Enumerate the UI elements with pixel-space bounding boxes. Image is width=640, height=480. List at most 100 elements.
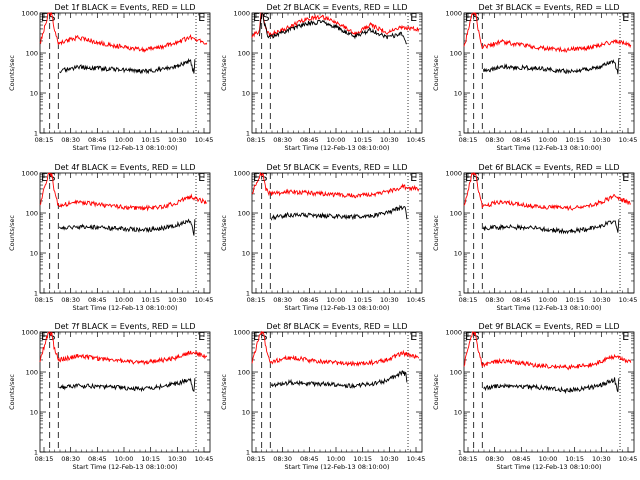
x-tick-label: 10:15 — [353, 136, 372, 144]
x-tick-label: 10:15 — [565, 136, 584, 144]
x-tick-label: 10:45 — [407, 136, 426, 144]
time-marker-label: E — [410, 11, 417, 24]
time-marker-label: E — [622, 11, 629, 24]
time-marker-label: E — [253, 171, 260, 184]
time-marker-label: E — [465, 11, 472, 24]
lld-rate-line — [251, 171, 420, 199]
x-tick-label: 10:30 — [168, 136, 187, 144]
time-marker-label: E — [622, 330, 629, 343]
y-tick-label: 10 — [454, 90, 462, 98]
x-tick-label: 08:45 — [512, 455, 531, 463]
x-tick-label: 10:00 — [327, 296, 346, 304]
x-tick-label: 08:15 — [459, 136, 478, 144]
x-tick-label: 08:30 — [61, 455, 80, 463]
x-axis-label: Start Time (12-Feb-13 08:10:00) — [73, 144, 178, 152]
x-tick-label: 08:30 — [273, 455, 292, 463]
time-marker-label: E — [198, 171, 205, 184]
time-marker-label: E — [253, 330, 260, 343]
x-tick-label: 08:15 — [459, 296, 478, 304]
y-tick-label: 1 — [34, 290, 38, 298]
y-axis-label: Counts/sec — [8, 55, 16, 91]
x-tick-label: 08:45 — [88, 136, 107, 144]
time-marker-label: E — [622, 171, 629, 184]
x-tick-label: 10:30 — [380, 296, 399, 304]
x-tick-label: 08:30 — [273, 296, 292, 304]
detector-panel: Det 9f BLACK = Events, RED = LLD 1 10 100 10… — [432, 322, 637, 471]
plot-frame — [463, 12, 635, 134]
x-tick-label: 10:45 — [619, 296, 638, 304]
x-tick-label: 10:15 — [141, 296, 160, 304]
plot-frame — [251, 331, 423, 453]
y-tick-label: 10 — [30, 90, 38, 98]
y-tick-label: 10 — [242, 409, 250, 417]
detector-panel: Det 1f BLACK = Events, RED = LLD 1 10 100 10… — [8, 3, 213, 152]
plot-frame — [463, 331, 635, 453]
x-tick-label: 10:15 — [565, 455, 584, 463]
x-tick-label: 10:45 — [195, 455, 214, 463]
x-tick-label: 10:30 — [592, 136, 611, 144]
panel-title: Det 2f BLACK = Events, RED = LLD — [266, 3, 407, 12]
y-tick-label: 10 — [454, 409, 462, 417]
detector-panel: Det 5f BLACK = Events, RED = LLD 1 10 100 10… — [220, 163, 425, 312]
x-tick-label: 08:45 — [88, 296, 107, 304]
time-marker-label: E — [465, 171, 472, 184]
y-tick-label: 1 — [246, 130, 250, 138]
x-tick-label: 08:15 — [247, 136, 266, 144]
event-rate-line — [483, 377, 620, 395]
x-tick-label: 08:45 — [300, 136, 319, 144]
x-tick-label: 10:00 — [539, 136, 558, 144]
y-tick-label: 1 — [458, 290, 462, 298]
x-axis-label: Start Time (12-Feb-13 08:10:00) — [497, 304, 602, 312]
x-tick-label: 08:15 — [247, 455, 266, 463]
x-tick-label: 10:00 — [115, 455, 134, 463]
detector-panel: Det 3f BLACK = Events, RED = LLD 1 10 100 10… — [432, 3, 637, 152]
x-axis-label: Start Time (12-Feb-13 08:10:00) — [285, 463, 390, 471]
plot-frame — [39, 331, 211, 453]
x-tick-label: 08:45 — [300, 296, 319, 304]
x-tick-label: 08:30 — [61, 296, 80, 304]
event-rate-line — [482, 219, 620, 235]
x-tick-label: 10:45 — [619, 455, 638, 463]
y-tick-label: 1 — [246, 449, 250, 457]
time-marker-label: E — [198, 11, 205, 24]
y-tick-label: 1 — [34, 130, 38, 138]
time-marker-label: E — [253, 11, 260, 24]
y-tick-label: 1000 — [445, 170, 462, 178]
time-marker-label: E — [410, 171, 417, 184]
event-rate-line — [482, 57, 620, 75]
y-tick-label: 100 — [238, 369, 250, 377]
x-tick-label: 10:00 — [327, 455, 346, 463]
y-tick-label: 100 — [26, 369, 38, 377]
lld-rate-line — [463, 12, 632, 53]
detector-panel: Det 7f BLACK = Events, RED = LLD 1 10 100 10… — [8, 322, 213, 471]
y-tick-label: 1000 — [445, 329, 462, 337]
x-tick-label: 10:15 — [353, 296, 372, 304]
plot-frame — [463, 172, 635, 294]
time-marker-label: S — [49, 11, 56, 24]
y-tick-label: 1000 — [233, 329, 250, 337]
y-tick-label: 1 — [458, 130, 462, 138]
x-tick-label: 10:30 — [168, 296, 187, 304]
y-axis-label: Counts/sec — [8, 215, 16, 251]
event-rate-line — [270, 370, 408, 389]
panel-title: Det 4f BLACK = Events, RED = LLD — [54, 163, 195, 172]
lld-rate-line — [463, 171, 631, 212]
x-tick-label: 10:15 — [141, 455, 160, 463]
panel-title: Det 8f BLACK = Events, RED = LLD — [266, 322, 407, 331]
y-tick-label: 10 — [242, 250, 250, 258]
x-tick-label: 08:15 — [247, 296, 266, 304]
y-axis-label: Counts/sec — [432, 215, 440, 251]
y-axis-label: Counts/sec — [220, 215, 228, 251]
x-tick-label: 08:15 — [35, 455, 54, 463]
x-tick-label: 08:15 — [35, 296, 54, 304]
event-rate-line — [59, 377, 196, 393]
plot-frame — [251, 172, 423, 294]
x-tick-label: 08:30 — [273, 136, 292, 144]
y-tick-label: 100 — [450, 50, 462, 58]
y-tick-label: 1000 — [21, 10, 38, 18]
x-axis-label: Start Time (12-Feb-13 08:10:00) — [285, 144, 390, 152]
x-tick-label: 08:30 — [485, 455, 504, 463]
x-axis-label: Start Time (12-Feb-13 08:10:00) — [497, 144, 602, 152]
y-tick-label: 1000 — [21, 170, 38, 178]
